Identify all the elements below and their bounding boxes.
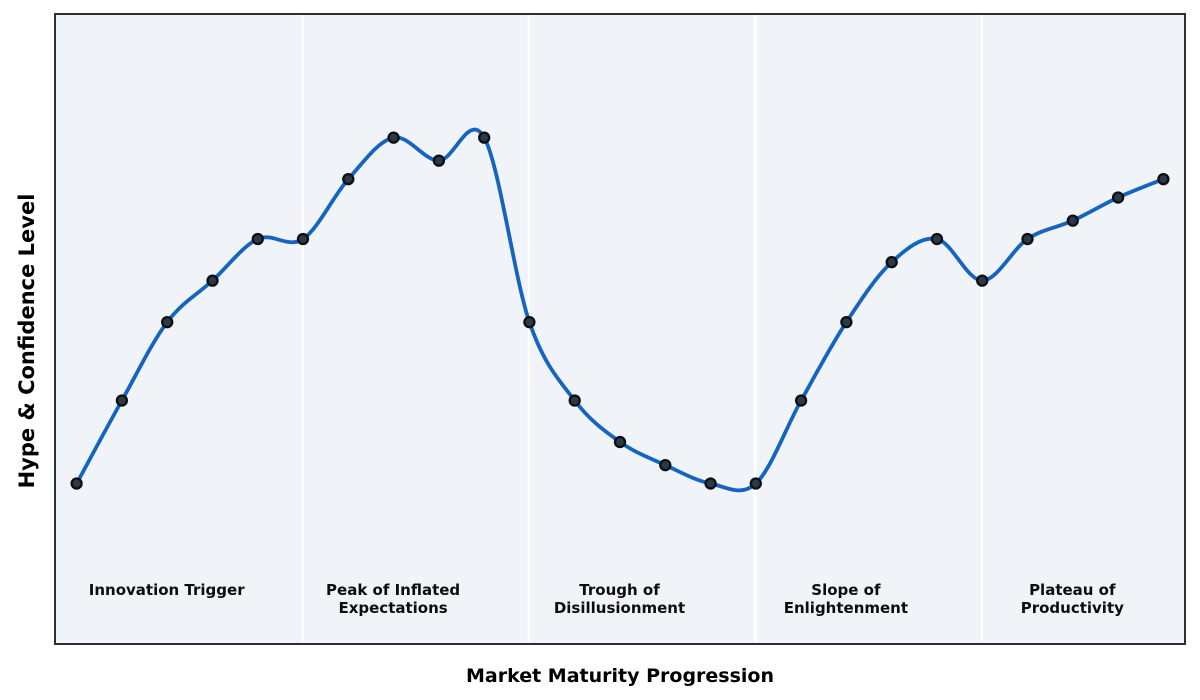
phase-label: Innovation Trigger <box>88 580 245 599</box>
phase-separator-line <box>980 15 983 642</box>
data-point-marker <box>703 476 717 490</box>
data-point-marker <box>477 130 490 144</box>
data-point-marker <box>251 232 264 245</box>
data-point-marker <box>160 315 173 328</box>
phase-label: Trough of Disillusionment <box>553 580 686 617</box>
phase-separator-line <box>754 15 757 642</box>
data-point-marker <box>1020 232 1034 245</box>
data-point-marker <box>749 476 762 490</box>
data-point-marker <box>296 232 309 245</box>
data-point-marker <box>341 172 354 185</box>
data-point-marker <box>568 393 581 407</box>
data-point-marker <box>613 435 626 448</box>
data-point-marker <box>1156 172 1170 185</box>
phase-separator-line <box>527 15 531 642</box>
data-point-marker <box>1111 190 1124 204</box>
data-point-marker <box>975 273 988 287</box>
phase-separator-line <box>301 15 304 642</box>
data-point-marker <box>432 153 445 167</box>
phase-label: Slope of Enlightenment <box>783 580 909 617</box>
data-point-marker <box>658 458 671 471</box>
data-point-marker <box>885 255 898 268</box>
data-point-marker <box>1066 213 1079 227</box>
data-point-marker <box>386 130 400 144</box>
phase-label: Plateau of Productivity <box>1020 580 1124 617</box>
phase-label: Peak of Inflated Expectations <box>326 580 461 617</box>
data-point-marker <box>205 273 219 287</box>
data-point-marker <box>115 393 128 407</box>
y-axis-label: Hype & Confidence Level <box>15 193 39 489</box>
plot-area: Innovation Trigger Peak of Inflated Expec… <box>54 13 1186 645</box>
plot-content: Innovation Trigger Peak of Inflated Expec… <box>54 13 1186 645</box>
hype-curve-canvas <box>69 127 1170 492</box>
data-point-marker <box>839 315 853 328</box>
data-point-marker <box>69 476 83 490</box>
x-axis-label: Market Maturity Progression <box>465 665 775 687</box>
data-point-marker <box>794 393 807 407</box>
data-point-marker <box>522 315 536 328</box>
data-point-marker <box>930 232 943 245</box>
